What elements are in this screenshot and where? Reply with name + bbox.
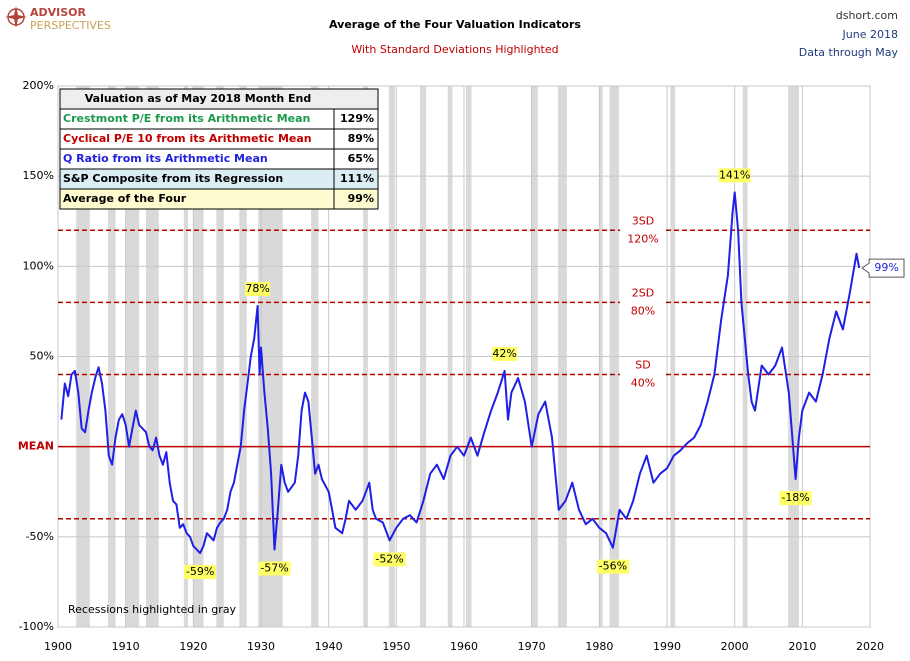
annotation: -56% bbox=[599, 560, 627, 573]
table-row-label: Q Ratio from its Arithmetic Mean bbox=[63, 152, 268, 165]
annotation-bg bbox=[596, 559, 629, 574]
sd-label: 2SD bbox=[632, 286, 654, 299]
y-tick-label: -50% bbox=[26, 530, 54, 543]
table-row-value: 99% bbox=[348, 192, 374, 205]
annotation-bg bbox=[492, 346, 518, 361]
x-tick-label: 1900 bbox=[44, 640, 72, 653]
annotation: -57% bbox=[260, 561, 288, 574]
table-row-label: Average of the Four bbox=[63, 192, 187, 205]
x-tick-label: 2020 bbox=[856, 640, 884, 653]
x-tick-label: 2010 bbox=[788, 640, 816, 653]
sd-value-label: 40% bbox=[631, 377, 655, 390]
sd-label-bg bbox=[620, 214, 666, 247]
logo-text: PERSPECTIVES bbox=[30, 19, 111, 32]
annotation-bg bbox=[718, 168, 751, 183]
x-tick-label: 1990 bbox=[653, 640, 681, 653]
annotation: 141% bbox=[719, 168, 750, 181]
table-row-bg bbox=[59, 188, 379, 210]
logo-icon bbox=[5, 6, 27, 28]
sd-label: SD bbox=[635, 359, 650, 372]
sd-value-label: 80% bbox=[631, 304, 655, 317]
source: June 2018 bbox=[842, 28, 898, 41]
x-tick-label: 2000 bbox=[721, 640, 749, 653]
y-tick-label: 100% bbox=[23, 259, 54, 272]
note: Recessions highlighted in gray bbox=[68, 603, 237, 616]
source: Data through May bbox=[799, 46, 899, 59]
sd-label-bg bbox=[620, 286, 666, 319]
x-tick-label: 1930 bbox=[247, 640, 275, 653]
annotation-bg bbox=[779, 491, 812, 506]
table-header: Valuation as of May 2018 Month End bbox=[85, 92, 312, 105]
logo-text: ADVISOR bbox=[30, 6, 87, 19]
source: dshort.com bbox=[836, 9, 898, 22]
table-row-value: 111% bbox=[340, 172, 374, 185]
mean-label: MEAN bbox=[18, 440, 54, 453]
annotation: 78% bbox=[245, 282, 269, 295]
table-row-label: S&P Composite from its Regression bbox=[63, 172, 283, 185]
chart-subtitle: With Standard Deviations Highlighted bbox=[351, 43, 558, 56]
table-row-value: 65% bbox=[348, 152, 374, 165]
last-value-callout bbox=[861, 258, 905, 278]
chart-title: Average of the Four Valuation Indicators bbox=[329, 18, 581, 31]
table-row-label: Crestmont P/E from its Arithmetic Mean bbox=[63, 112, 310, 125]
annotation-bg bbox=[258, 561, 291, 576]
annotation: -59% bbox=[186, 565, 214, 578]
x-tick-label: 1950 bbox=[382, 640, 410, 653]
sd-label: 3SD bbox=[632, 214, 654, 227]
y-tick-label: 150% bbox=[23, 169, 54, 182]
y-tick-label: 50% bbox=[30, 350, 54, 363]
x-tick-label: 1970 bbox=[518, 640, 546, 653]
x-tick-label: 1910 bbox=[112, 640, 140, 653]
y-tick-label: 200% bbox=[23, 79, 54, 92]
annotation-bg bbox=[373, 552, 406, 567]
x-tick-label: 1940 bbox=[315, 640, 343, 653]
sd-value-label: 120% bbox=[627, 232, 658, 245]
annotation-bg bbox=[184, 565, 217, 580]
annotation: -18% bbox=[781, 491, 809, 504]
x-tick-label: 1920 bbox=[179, 640, 207, 653]
annotation: 42% bbox=[492, 347, 516, 360]
x-tick-label: 1980 bbox=[585, 640, 613, 653]
annotation-bg bbox=[245, 282, 271, 297]
sd-label-bg bbox=[620, 358, 666, 391]
table-row-value: 129% bbox=[340, 112, 374, 125]
table-row-label: Cyclical P/E 10 from its Arithmetic Mean bbox=[63, 132, 312, 145]
y-tick-label: -100% bbox=[19, 620, 54, 633]
series-line bbox=[60, 191, 861, 555]
x-tick-label: 1960 bbox=[450, 640, 478, 653]
table-row-value: 89% bbox=[348, 132, 374, 145]
last-value-label: 99% bbox=[874, 261, 898, 274]
annotation: -52% bbox=[375, 552, 403, 565]
